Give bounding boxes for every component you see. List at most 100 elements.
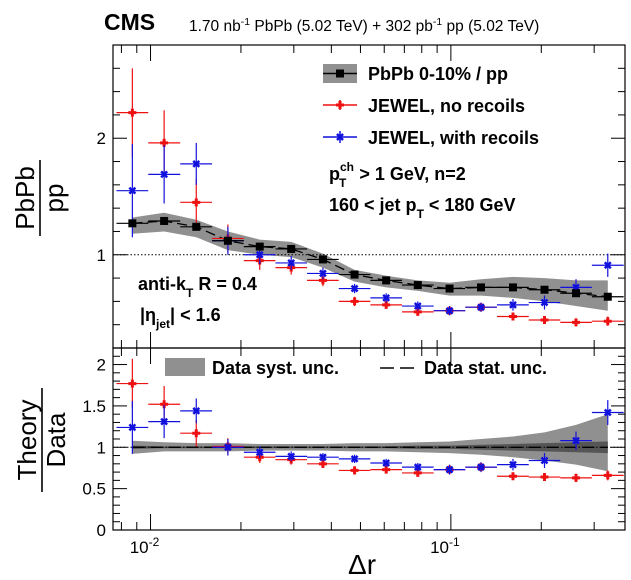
- bottom-ylabel: Theory Data: [12, 388, 71, 492]
- bottom-jewel-with-marker: [287, 452, 296, 461]
- track-pt-p: p: [329, 164, 340, 184]
- jet-pt-sub: T: [417, 207, 425, 221]
- track-pt-sub: T: [339, 176, 347, 190]
- legend-jewel-with-label: JEWEL, with recoils: [368, 128, 539, 148]
- legend-data-label: PbPb 0-10% / pp: [368, 64, 508, 84]
- x-tick-base: 10: [430, 538, 449, 557]
- bottom-jewel-with-marker: [382, 459, 391, 467]
- top-ytick-label: 1: [97, 246, 106, 265]
- track-pt-sup: ch: [340, 160, 354, 174]
- top-points: [116, 68, 624, 327]
- track-pt-cut: pch T > 1 GeV, n=2: [329, 160, 466, 190]
- bottom-ytick-label: 0: [97, 521, 106, 540]
- jet-pt-pre: 160 < jet p: [329, 195, 417, 215]
- bottom-jewel-with-marker: [128, 423, 137, 432]
- bottom-jewel-with-marker: [192, 406, 201, 415]
- top-jewel-with-marker: [413, 302, 422, 310]
- track-pt-rest: > 1 GeV, n=2: [354, 164, 465, 184]
- top-jewel-with-marker: [445, 306, 454, 315]
- bottom-jewel-with-marker: [445, 465, 454, 474]
- lumi-pp-exp: -1: [433, 16, 442, 28]
- top-jewel-with-marker: [255, 250, 264, 259]
- legend-syst-box: [165, 358, 205, 376]
- bottom-ytick-label: 1: [97, 438, 106, 457]
- top-data-marker: [477, 283, 486, 292]
- x-tick-exponent: -1: [449, 535, 460, 549]
- anti-kt-pre: anti-k: [138, 274, 187, 294]
- top-ytick-label: 2: [97, 129, 106, 148]
- top-ylabel-num: PbPb: [10, 166, 40, 230]
- eta-post: | < 1.6: [170, 305, 221, 325]
- jet-pt-range: 160 < jet pT < 180 GeV: [329, 195, 515, 221]
- top-legend: PbPb 0-10% / pp JEWEL, no recoils JEWEL,…: [323, 64, 539, 148]
- luminosity-label: 1.70 nb-1 PbPb (5.02 TeV) + 302 pb-1 pp …: [189, 16, 539, 35]
- top-data-marker: [318, 255, 327, 264]
- top-jewel-with-marker: [540, 298, 549, 307]
- top-data-marker: [223, 236, 232, 245]
- lumi-pbpb: 1.70 nb: [189, 18, 241, 35]
- x-tick-labels: 10-2 10-1: [130, 535, 460, 557]
- bottom-jewel-with-marker: [603, 408, 612, 417]
- x-tick-base: 10: [130, 538, 149, 557]
- bottom-ytick-label: 2: [97, 356, 106, 375]
- top-data-marker: [128, 219, 137, 228]
- top-data-marker: [413, 281, 422, 290]
- bottom-jewel-with-marker: [350, 454, 359, 463]
- bottom-jewel-no-marker: [128, 379, 137, 388]
- cms-label: CMS: [104, 9, 155, 35]
- top-ylabel-den: pp: [39, 184, 69, 213]
- top-jewel-no-marker: [128, 108, 137, 117]
- bottom-syst-band: [132, 414, 608, 472]
- bottom-ytick-label: 1.5: [82, 397, 106, 416]
- top-data-marker: [160, 216, 169, 225]
- top-data-marker: [508, 283, 517, 292]
- top-data-marker: [350, 270, 359, 279]
- top-jewel-with-marker: [192, 159, 201, 168]
- lumi-pbpb-exp: -1: [241, 16, 250, 28]
- x-tick-exponent: -2: [149, 535, 160, 549]
- bottom-jewel-no-marker: [572, 473, 581, 482]
- legend-stat-label: Data stat. unc.: [424, 358, 547, 378]
- top-jewel-no-marker: [192, 198, 201, 207]
- top-jewel-no-marker: [603, 317, 612, 326]
- legend-data-marker: [336, 69, 344, 78]
- bottom-jewel-no-marker: [603, 471, 612, 480]
- top-jewel-no-marker: [572, 318, 581, 327]
- top-jewel-with-marker: [287, 259, 296, 267]
- bottom-jewel-with-marker: [255, 448, 264, 457]
- top-jewel-with-marker: [603, 261, 612, 270]
- top-data-marker: [572, 289, 581, 298]
- bottom-jewel-with-marker: [540, 456, 549, 465]
- top-jewel-with-marker: [128, 186, 137, 195]
- top-axis-ticks: 12: [97, 44, 625, 349]
- top-data-marker: [255, 242, 264, 251]
- top-jewel-no-marker: [540, 316, 549, 325]
- x-axis-label: Δr: [348, 549, 376, 580]
- top-data-marker: [603, 292, 612, 301]
- bottom-jewel-no-marker: [508, 472, 517, 481]
- top-jewel-with-marker: [160, 170, 169, 179]
- bottom-jewel-with-marker: [477, 463, 485, 472]
- legend-syst-label: Data syst. unc.: [212, 358, 339, 378]
- bottom-jewel-no-marker: [192, 429, 201, 438]
- bottom-jewel-with-marker: [413, 463, 422, 472]
- legend-jewel-with-marker: [336, 133, 344, 141]
- top-data-marker: [287, 244, 296, 253]
- bottom-jewel-no-marker: [540, 473, 549, 482]
- legend-jewel-no-label: JEWEL, no recoils: [368, 96, 525, 116]
- eta-cut-label: |ηjet| < 1.6: [140, 305, 221, 331]
- anti-kt-sub: T: [186, 286, 194, 300]
- lumi-pbpb-rest: PbPb (5.02 TeV) + 302 pb: [250, 18, 433, 35]
- anti-kt-post: R = 0.4: [193, 274, 257, 294]
- top-data-marker: [192, 222, 201, 231]
- jet-pt-post: < 180 GeV: [424, 195, 516, 215]
- bottom-syst-band-group: [132, 414, 608, 472]
- lumi-pp-rest: pp (5.02 TeV): [442, 18, 539, 35]
- top-jewel-no-marker: [508, 312, 517, 321]
- bottom-ylabel-den: Data: [41, 412, 71, 467]
- top-syst-band: [132, 212, 608, 311]
- top-data-marker: [540, 285, 549, 294]
- eta-pre: |η: [140, 305, 156, 325]
- top-jewel-with-marker: [350, 284, 359, 293]
